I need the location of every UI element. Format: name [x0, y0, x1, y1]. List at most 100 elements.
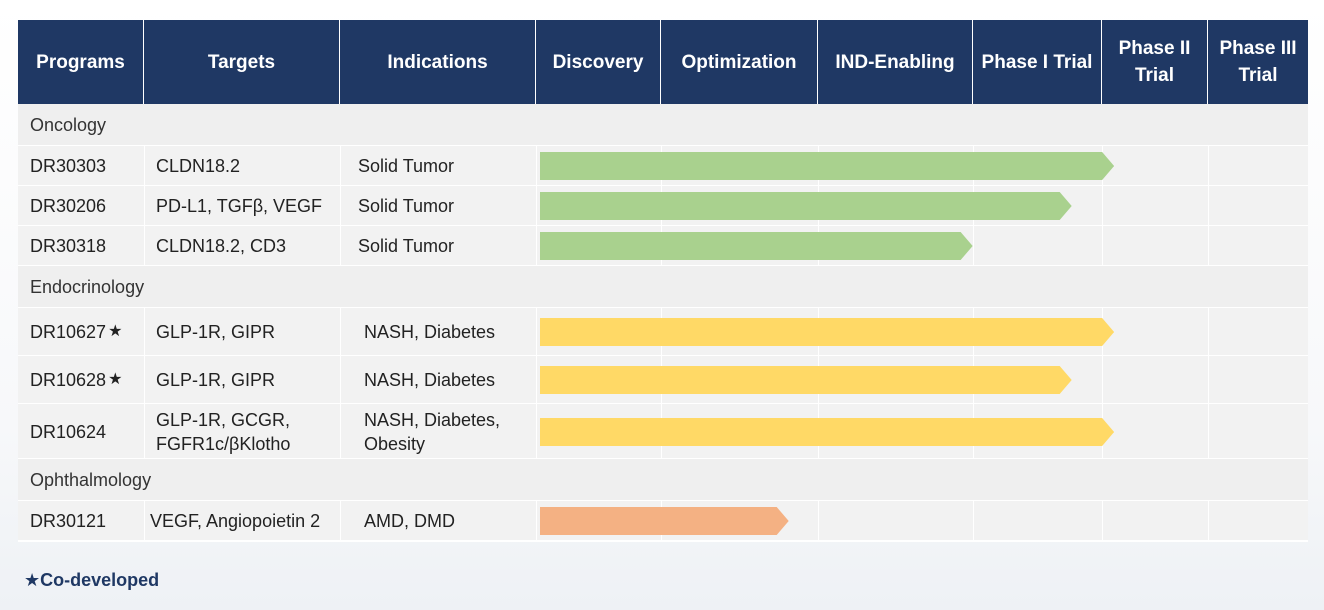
program-cell: DR10624 [30, 404, 106, 459]
program-cell: DR30318 [30, 226, 106, 266]
column-divider [340, 501, 341, 541]
column-divider [818, 501, 819, 541]
column-divider [1208, 186, 1209, 226]
indication-line: AMD, DMD [364, 511, 455, 531]
column-header-phase-i-trial: Phase I Trial [973, 20, 1102, 104]
footnote: ★Co-developed [24, 570, 160, 590]
column-header-label: Phase I Trial [982, 49, 1093, 76]
targets-cell: GLP-1R, GCGR, FGFR1c/βKlotho [156, 404, 290, 459]
program-cell: DR10628 ★ [30, 356, 122, 404]
column-divider [536, 226, 537, 266]
progress-arrow-shape [540, 366, 1072, 394]
column-divider [144, 226, 145, 266]
indications-text: Solid Tumor [358, 234, 454, 258]
indication-line: Solid Tumor [358, 196, 455, 216]
column-header-label: Targets [208, 49, 275, 76]
targets-cell: CLDN18.2 [156, 146, 240, 186]
indications-cell: NASH, Diabetes, Obesity [364, 404, 500, 459]
column-header-programs: Programs [18, 20, 144, 104]
category-row-oncology: Oncology [18, 104, 1308, 146]
program-name: DR30318 [30, 236, 107, 256]
column-header-discovery: Discovery [536, 20, 661, 104]
column-header-line: Phase I Trial [981, 51, 1093, 73]
progress-arrow-fill [540, 366, 1072, 394]
targets-text: GLP-1R, GIPR [156, 320, 275, 344]
targets-cell: VEGF, Angiopoietin 2 [150, 501, 320, 541]
column-header-label: Phase II Trial [1119, 35, 1191, 89]
column-divider [973, 226, 974, 266]
target-line: CLDN18.2, CD3 [156, 236, 287, 256]
column-divider [1102, 501, 1103, 541]
indications-text: AMD, DMD [364, 509, 455, 533]
column-header-label: Programs [36, 49, 125, 76]
column-header-line: Trial [1238, 65, 1278, 86]
column-header-label: Phase III Trial [1219, 35, 1296, 89]
column-divider [1102, 226, 1103, 266]
column-divider [973, 501, 974, 541]
program-name: DR30303 [30, 156, 107, 176]
column-header-line: Programs [36, 51, 125, 73]
indications-cell: Solid Tumor [358, 186, 454, 226]
column-header-label: Indications [387, 49, 487, 76]
progress-arrow-fill [540, 232, 973, 260]
column-divider [340, 404, 341, 459]
column-header-line: Targets [207, 51, 276, 73]
targets-cell: GLP-1R, GIPR [156, 356, 275, 404]
indication-line: NASH, Diabetes, [364, 409, 501, 430]
targets-text: GLP-1R, GIPR [156, 368, 275, 392]
column-divider [340, 308, 341, 356]
column-divider [536, 356, 537, 404]
indications-cell: NASH, Diabetes [364, 308, 495, 356]
category-label: Endocrinology [30, 276, 145, 297]
progress-arrow-fill [540, 418, 1115, 446]
column-divider [536, 308, 537, 356]
progress-arrow [540, 418, 1115, 446]
table-row: DR10624 GLP-1R, GCGR, FGFR1c/βKlotho NASH, … [18, 404, 1308, 459]
target-line: FGFR1c/βKlotho [156, 433, 291, 454]
indication-line: Solid Tumor [358, 236, 455, 256]
indications-text: NASH, Diabetes [364, 368, 495, 392]
column-header-line: Trial [1134, 65, 1175, 86]
targets-text: CLDN18.2, CD3 [156, 234, 286, 258]
progress-arrow-shape [540, 232, 973, 260]
program-cell: DR30121 [30, 501, 106, 541]
progress-arrow [540, 232, 973, 260]
progress-arrow-fill [540, 192, 1072, 220]
column-header-line: Phase II [1118, 38, 1191, 59]
column-divider [1208, 501, 1209, 541]
targets-text: PD-L1, TGFβ, VEGF [156, 194, 322, 218]
progress-arrow [540, 318, 1115, 346]
indication-line: Solid Tumor [358, 156, 455, 176]
targets-text: VEGF, Angiopoietin 2 [150, 509, 320, 533]
column-header-phase-ii-trial: Phase II Trial [1102, 20, 1208, 104]
program-name: DR10624 [30, 421, 107, 442]
column-header-targets: Targets [144, 20, 340, 104]
program-name: DR10627 [30, 322, 107, 342]
category-label: Ophthalmology [30, 469, 152, 490]
progress-arrow-shape [540, 418, 1115, 446]
star-icon: ★ [108, 371, 123, 388]
category-label: Oncology [30, 114, 107, 135]
column-divider [1102, 356, 1103, 404]
column-divider [1208, 308, 1209, 356]
table-row: DR30318 CLDN18.2, CD3 Solid Tumor [18, 226, 1308, 266]
row-divider [18, 540, 1308, 542]
indication-line: NASH, Diabetes [364, 322, 496, 342]
table-row: DR30121 VEGF, Angiopoietin 2 AMD, DMD [18, 501, 1308, 541]
program-cell: DR10627 ★ [30, 308, 122, 356]
target-line: GLP-1R, GIPR [156, 322, 276, 342]
target-line: GLP-1R, GCGR, [156, 409, 291, 430]
column-divider [144, 501, 145, 541]
targets-cell: GLP-1R, GIPR [156, 308, 275, 356]
column-divider [536, 501, 537, 541]
progress-arrow-shape [540, 507, 789, 535]
indications-cell: Solid Tumor [358, 226, 454, 266]
progress-arrow-shape [540, 192, 1072, 220]
column-divider [536, 404, 537, 459]
progress-arrow-shape [540, 318, 1115, 346]
pipeline-table: Programs Targets Indications Discovery Optim… [18, 20, 1308, 545]
column-divider [1208, 356, 1209, 404]
column-header-ind-enabling: IND-Enabling [818, 20, 973, 104]
column-header-optimization: Optimization [661, 20, 818, 104]
category-row-ophthalmology: Ophthalmology [18, 459, 1308, 501]
